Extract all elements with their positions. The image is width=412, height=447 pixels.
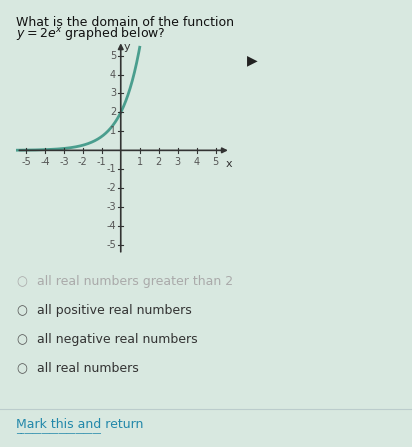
Text: What is the domain of the function: What is the domain of the function <box>16 16 239 29</box>
Text: ____________________: ____________________ <box>16 426 101 434</box>
Text: -2: -2 <box>106 183 116 193</box>
Text: x: x <box>225 159 232 169</box>
Text: 1: 1 <box>137 157 143 167</box>
Text: -5: -5 <box>106 240 116 250</box>
Text: 2: 2 <box>110 107 116 118</box>
Text: all positive real numbers: all positive real numbers <box>37 304 192 317</box>
Text: 4: 4 <box>194 157 200 167</box>
Text: ○: ○ <box>16 304 27 317</box>
Text: ○: ○ <box>16 275 27 288</box>
Text: -3: -3 <box>106 202 116 212</box>
Text: all real numbers greater than 2: all real numbers greater than 2 <box>37 275 233 288</box>
Text: Mark this and return: Mark this and return <box>16 418 144 431</box>
Text: -2: -2 <box>78 157 88 167</box>
Text: 5: 5 <box>213 157 219 167</box>
Text: ▶: ▶ <box>247 54 258 67</box>
Text: 1: 1 <box>110 127 116 136</box>
Text: -5: -5 <box>21 157 31 167</box>
Text: $y = 2e^x$ graphed below?: $y = 2e^x$ graphed below? <box>16 25 166 42</box>
Text: -4: -4 <box>40 157 50 167</box>
Text: -1: -1 <box>97 157 107 167</box>
Text: all negative real numbers: all negative real numbers <box>37 333 198 346</box>
Text: 3: 3 <box>175 157 181 167</box>
Text: -4: -4 <box>106 221 116 231</box>
Text: ○: ○ <box>16 362 27 375</box>
Text: -3: -3 <box>59 157 69 167</box>
Text: ○: ○ <box>16 333 27 346</box>
Text: 5: 5 <box>110 51 116 60</box>
Text: -1: -1 <box>106 164 116 174</box>
Text: 2: 2 <box>156 157 162 167</box>
Text: 3: 3 <box>110 89 116 98</box>
Text: 4: 4 <box>110 70 116 80</box>
Text: all real numbers: all real numbers <box>37 362 139 375</box>
Text: y: y <box>124 42 130 52</box>
